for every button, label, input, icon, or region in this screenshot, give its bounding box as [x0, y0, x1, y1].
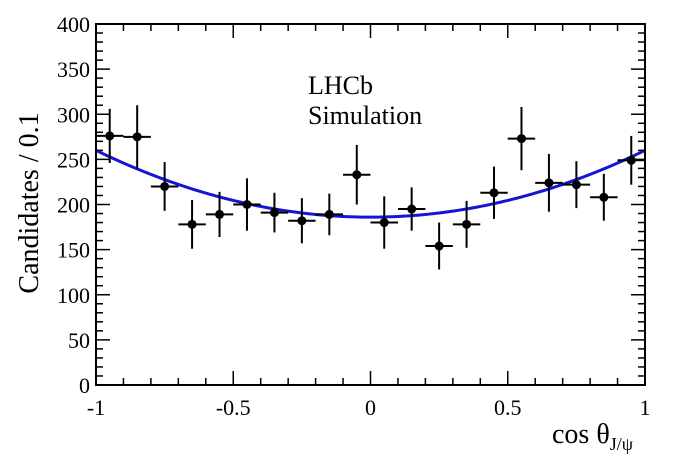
data-point [370, 196, 398, 249]
data-marker [516, 134, 526, 144]
x-tick-label: 0 [365, 395, 376, 420]
y-tick-label: 100 [57, 283, 90, 308]
axes: 0 50 100 150 200 250 300 350 400 -1 -0.5 0 0.5 1 [57, 12, 651, 420]
data-marker [489, 188, 499, 198]
data-point [123, 105, 151, 169]
data-marker [544, 178, 554, 188]
data-marker [434, 241, 444, 251]
x-tick-label: 1 [640, 395, 651, 420]
y-tick-label: 400 [57, 12, 90, 37]
data-point [178, 199, 206, 249]
data-marker [626, 155, 636, 165]
y-tick-label: 350 [57, 57, 90, 82]
data-point [205, 191, 234, 237]
data-point [562, 161, 591, 209]
data-point [425, 222, 453, 270]
data-marker [160, 181, 170, 191]
data-point [397, 187, 426, 231]
data-marker [462, 219, 472, 229]
data-marker [297, 216, 307, 226]
y-tick-label: 300 [57, 102, 90, 127]
y-tick-label: 0 [79, 373, 90, 398]
x-axis-title: cos θJ/ψ [552, 419, 634, 454]
y-tick-label: 200 [57, 193, 90, 218]
data-point [233, 178, 261, 231]
lhcb-label: LHCb [308, 71, 373, 100]
data-point [150, 162, 179, 211]
data-point [535, 153, 563, 212]
data-point [343, 144, 371, 205]
data-marker [571, 180, 581, 190]
y-axis-title: Candidates / 0.1 [14, 112, 45, 293]
data-marker [324, 209, 334, 219]
x-tick-label: -0.5 [216, 395, 251, 420]
data-point [288, 198, 316, 244]
fit-curve-layer [95, 148, 646, 219]
y-tick-label: 250 [57, 147, 90, 172]
x-tick-label: 0.5 [494, 395, 522, 420]
data-marker [187, 219, 197, 229]
data-point [315, 193, 344, 236]
data-marker [105, 131, 115, 141]
data-marker [132, 132, 142, 142]
data-marker [352, 170, 362, 180]
data-marker [379, 218, 389, 228]
data-point [452, 200, 481, 248]
simulation-label: Simulation [308, 101, 422, 130]
data-point [260, 192, 289, 233]
data-marker [215, 209, 225, 219]
y-tick-label: 50 [68, 328, 90, 353]
data-point [480, 166, 508, 219]
data-point [590, 173, 618, 221]
data-marker [599, 192, 609, 202]
x-tick-label: -1 [87, 395, 105, 420]
data-point [617, 135, 645, 185]
fit-curve [95, 148, 646, 219]
data-marker [407, 204, 417, 214]
y-tick-label: 150 [57, 238, 90, 263]
data-point [96, 108, 124, 163]
data-point [507, 107, 536, 171]
data-marker [269, 208, 279, 218]
data-points-layer [96, 105, 645, 270]
data-marker [242, 200, 252, 209]
